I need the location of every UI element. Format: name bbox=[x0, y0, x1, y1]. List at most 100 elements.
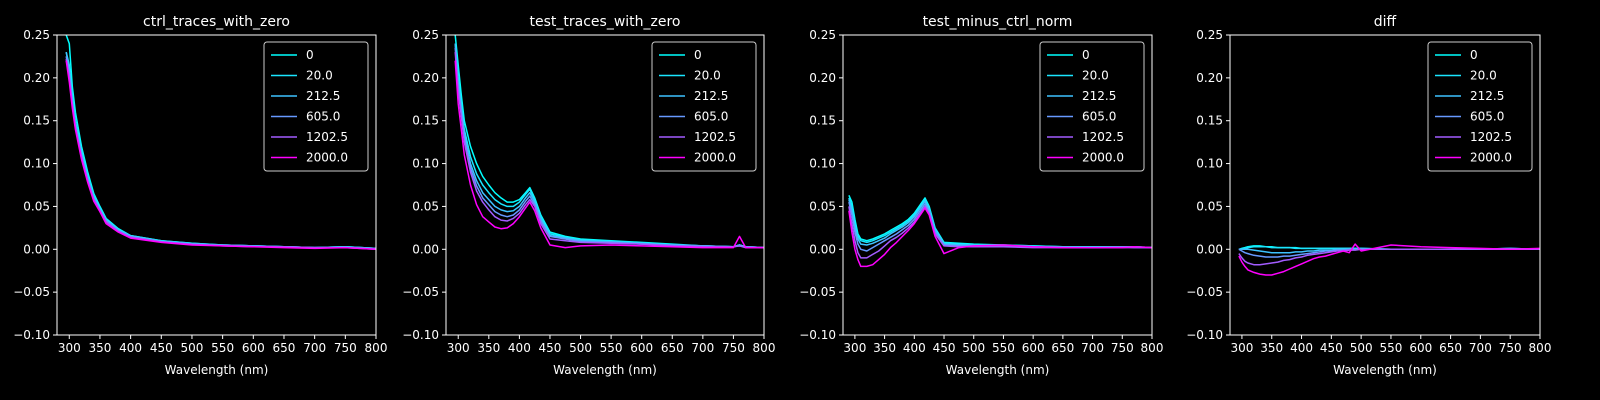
legend-label-2: 212.5 bbox=[1470, 89, 1504, 103]
y-tick-label: 0.15 bbox=[809, 114, 836, 128]
series-line-4 bbox=[1238, 248, 1540, 266]
legend-label-1: 20.0 bbox=[1470, 69, 1497, 83]
x-tick-label: 300 bbox=[58, 341, 81, 355]
x-tick-label: 450 bbox=[1320, 341, 1343, 355]
y-tick-label: −0.05 bbox=[1186, 285, 1223, 299]
series-line-5 bbox=[454, 60, 764, 249]
x-tick-label: 800 bbox=[365, 341, 388, 355]
x-axis-label: Wavelength (nm) bbox=[946, 363, 1050, 377]
x-tick-label: 500 bbox=[181, 341, 204, 355]
y-tick-label: 0.20 bbox=[1196, 71, 1223, 85]
x-tick-label: 800 bbox=[1529, 341, 1552, 355]
legend-label-4: 1202.5 bbox=[1082, 130, 1124, 144]
legend-label-3: 605.0 bbox=[694, 110, 728, 124]
axes-frame bbox=[842, 34, 1153, 336]
y-tick-label: 0.25 bbox=[1196, 28, 1223, 42]
legend-label-2: 212.5 bbox=[306, 89, 340, 103]
y-tick-label: 0.10 bbox=[23, 157, 50, 171]
legend-label-4: 1202.5 bbox=[694, 130, 736, 144]
x-tick-label: 450 bbox=[933, 341, 956, 355]
chart-panel-3: 300 350 400 450 500 550 600 650 700 750 800 −0.10 −0… bbox=[1186, 14, 1551, 377]
x-tick-label: 300 bbox=[843, 341, 866, 355]
x-tick-label: 650 bbox=[273, 341, 296, 355]
x-axis-label: Wavelength (nm) bbox=[553, 363, 657, 377]
y-tick-label: 0.05 bbox=[1196, 199, 1223, 213]
chart-title: test_minus_ctrl_norm bbox=[923, 14, 1073, 30]
chart-panel-0: 300 350 400 450 500 550 600 650 700 750 800 −0.10 −0… bbox=[13, 14, 387, 377]
legend-label-5: 2000.0 bbox=[1082, 151, 1124, 165]
x-tick-label: 350 bbox=[477, 341, 500, 355]
legend-label-1: 20.0 bbox=[694, 69, 721, 83]
x-tick-label: 550 bbox=[600, 341, 623, 355]
x-tick-label: 500 bbox=[1350, 341, 1373, 355]
y-tick-label: 0.00 bbox=[412, 242, 439, 256]
legend: 0 20.0 212.5 605.0 1202.5 2000.0 bbox=[651, 41, 757, 172]
y-tick-label: 0.15 bbox=[1196, 114, 1223, 128]
legend-label-5: 2000.0 bbox=[306, 151, 348, 165]
y-tick-label: −0.10 bbox=[13, 328, 50, 342]
y-tick-label: 0.20 bbox=[23, 71, 50, 85]
legend: 0 20.0 212.5 605.0 1202.5 2000.0 bbox=[1039, 41, 1145, 172]
chart-title: diff bbox=[1374, 14, 1397, 30]
x-tick-label: 550 bbox=[992, 341, 1015, 355]
x-axis-label: Wavelength (nm) bbox=[165, 363, 269, 377]
x-tick-label: 550 bbox=[211, 341, 234, 355]
series-line-4 bbox=[454, 52, 764, 249]
chart-title: ctrl_traces_with_zero bbox=[143, 14, 290, 30]
x-tick-label: 500 bbox=[569, 341, 592, 355]
x-tick-label: 650 bbox=[1439, 341, 1462, 355]
x-tick-label: 450 bbox=[539, 341, 562, 355]
axes-frame bbox=[1229, 34, 1541, 336]
series-line-3 bbox=[454, 47, 764, 249]
x-tick-label: 500 bbox=[962, 341, 985, 355]
x-tick-label: 600 bbox=[242, 341, 265, 355]
y-tick-label: −0.05 bbox=[13, 285, 50, 299]
x-tick-label: 650 bbox=[1051, 341, 1074, 355]
x-tick-label: 550 bbox=[1380, 341, 1403, 355]
chart-panel-1: 300 350 400 450 500 550 600 650 700 750 800 −0.10 −0… bbox=[402, 14, 775, 377]
legend-label-4: 1202.5 bbox=[1470, 130, 1512, 144]
plot-area bbox=[1238, 243, 1540, 276]
x-tick-label: 750 bbox=[334, 341, 357, 355]
x-tick-label: 350 bbox=[88, 341, 111, 355]
legend-label-0: 0 bbox=[1470, 48, 1478, 62]
y-tick-label: 0.25 bbox=[23, 28, 50, 42]
y-tick-label: 0.05 bbox=[23, 199, 50, 213]
y-tick-label: 0.25 bbox=[412, 28, 439, 42]
legend: 0 20.0 212.5 605.0 1202.5 2000.0 bbox=[263, 41, 369, 172]
legend-label-3: 605.0 bbox=[1082, 110, 1116, 124]
x-tick-label: 600 bbox=[1022, 341, 1045, 355]
legend-frame bbox=[1039, 41, 1145, 172]
legend: 0 20.0 212.5 605.0 1202.5 2000.0 bbox=[1427, 41, 1533, 172]
y-tick-label: −0.05 bbox=[799, 285, 836, 299]
legend-label-1: 20.0 bbox=[1082, 69, 1109, 83]
x-tick-label: 800 bbox=[753, 341, 776, 355]
legend-label-4: 1202.5 bbox=[306, 130, 348, 144]
legend-frame bbox=[263, 41, 369, 172]
x-tick-label: 400 bbox=[508, 341, 531, 355]
x-tick-label: 400 bbox=[903, 341, 926, 355]
y-tick-label: 0.25 bbox=[809, 28, 836, 42]
y-tick-label: −0.10 bbox=[799, 328, 836, 342]
x-tick-label: 700 bbox=[691, 341, 714, 355]
y-tick-label: 0.15 bbox=[23, 114, 50, 128]
series-line-1 bbox=[848, 197, 1152, 249]
x-tick-label: 650 bbox=[661, 341, 684, 355]
y-tick-label: −0.05 bbox=[402, 285, 439, 299]
legend-label-2: 212.5 bbox=[694, 89, 728, 103]
x-tick-label: 600 bbox=[630, 341, 653, 355]
legend-label-5: 2000.0 bbox=[694, 151, 736, 165]
series-line-2 bbox=[848, 199, 1152, 249]
x-tick-label: 700 bbox=[1081, 341, 1104, 355]
x-tick-label: 400 bbox=[119, 341, 142, 355]
y-tick-label: 0.10 bbox=[1196, 157, 1223, 171]
series-line-5 bbox=[1238, 243, 1540, 276]
plot-area bbox=[848, 194, 1152, 268]
y-tick-label: −0.10 bbox=[1186, 328, 1223, 342]
legend-label-0: 0 bbox=[694, 48, 702, 62]
x-tick-label: 600 bbox=[1409, 341, 1432, 355]
y-tick-label: 0.20 bbox=[809, 71, 836, 85]
x-tick-label: 450 bbox=[150, 341, 173, 355]
y-tick-label: 0.00 bbox=[809, 242, 836, 256]
